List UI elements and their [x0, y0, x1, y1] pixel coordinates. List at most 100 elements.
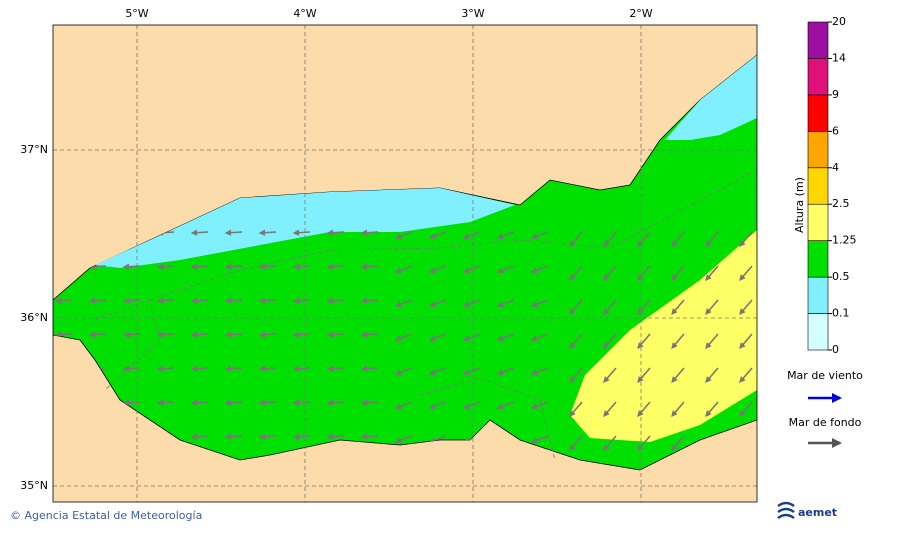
- lon-label: 4°W: [293, 7, 316, 20]
- coord-labels: 5°W 4°W 3°W 2°W 37°N 36°N 35°N: [20, 7, 653, 492]
- swell-arrow: [569, 265, 583, 281]
- colorbar-band: [807, 58, 829, 96]
- swell-arrow: [705, 333, 719, 349]
- swell-arrow: [258, 433, 277, 440]
- legend-label: Mar de fondo: [789, 416, 862, 429]
- graticule: [53, 25, 757, 502]
- swell-arrow: [292, 433, 311, 440]
- lon-label: 3°W: [461, 7, 484, 20]
- swell-arrow: [428, 401, 447, 410]
- swell-arrow: [671, 401, 685, 417]
- swell-arrow: [122, 297, 141, 304]
- swell-arrow: [530, 231, 549, 240]
- swell-arrow: [360, 331, 379, 338]
- swell-arrow: [54, 331, 73, 338]
- swell-arrow: [326, 331, 345, 338]
- swell-arrow: [462, 299, 481, 308]
- logo: aemet: [777, 501, 837, 520]
- colorbar-band: [807, 94, 829, 132]
- swell-arrow: [603, 401, 617, 417]
- colorbar-band: [807, 203, 829, 241]
- swell-arrow: [637, 435, 651, 451]
- swell-arrow: [671, 231, 685, 247]
- swell-arrow: [258, 365, 277, 372]
- swell-arrow: [122, 331, 141, 338]
- swell-arrow: [122, 399, 141, 406]
- swell-arrow: [637, 333, 651, 349]
- swell-arrow: [739, 367, 753, 383]
- swell-arrow: [496, 299, 515, 308]
- swell-arrow: [156, 365, 175, 372]
- swell-arrow: [637, 265, 651, 281]
- swell-arrow: [360, 297, 379, 304]
- swell-arrow: [462, 401, 481, 410]
- swell-arrow: [292, 331, 311, 338]
- map-frame: [52, 24, 758, 503]
- swell-arrow: [705, 401, 719, 417]
- swell-arrow: [569, 367, 583, 383]
- swell-arrow: [190, 331, 209, 338]
- colorbar-label: 9: [832, 88, 839, 101]
- swell-arrow: [394, 299, 413, 308]
- swell-arrow: [224, 297, 243, 304]
- swell-arrow: [603, 333, 617, 349]
- swell-arrow: [224, 433, 243, 440]
- swell-arrow: [258, 399, 277, 406]
- map: [53, 25, 757, 502]
- swell-arrow: [394, 333, 413, 342]
- sea-cyan: [665, 55, 757, 140]
- swell-arrow: [326, 263, 345, 270]
- swell-arrow: [496, 367, 515, 376]
- lat-label: 35°N: [20, 479, 48, 492]
- swell-arrow: [530, 265, 549, 274]
- swell-arrow: [326, 399, 345, 406]
- colorbar-label: 2.5: [832, 197, 850, 210]
- swell-arrow: [671, 435, 685, 451]
- swell-arrow: [671, 265, 685, 281]
- colorbar-label: 0.1: [832, 307, 850, 320]
- colorbar-label: 4: [832, 161, 839, 174]
- swell-arrow: [190, 263, 209, 270]
- swell-arrow: [326, 297, 345, 304]
- swell-arrow: [190, 297, 209, 304]
- colorbar-band: [807, 131, 829, 169]
- colorbar-band: [807, 167, 829, 205]
- logo-icon: [777, 501, 795, 520]
- swell-arrow: [530, 299, 549, 308]
- lon-label: 2°W: [629, 7, 652, 20]
- swell-arrow: [496, 265, 515, 274]
- colorbar-label: 14: [832, 51, 846, 64]
- swell-arrow: [326, 365, 345, 372]
- swell-arrow: [428, 299, 447, 308]
- swell-arrow: [603, 367, 617, 383]
- swell-arrow: [326, 433, 345, 440]
- swell-arrow: [739, 265, 753, 281]
- swell-arrow: [258, 263, 277, 270]
- swell-arrow: [394, 401, 413, 410]
- swell-arrow: [122, 263, 141, 270]
- lat-label: 37°N: [20, 143, 48, 156]
- colorbar-label: 1.25: [832, 234, 857, 247]
- swell-arrow: [603, 299, 617, 315]
- swell-arrow: [671, 367, 685, 383]
- colorbar-band: [807, 276, 829, 314]
- swell-arrow: [739, 401, 753, 417]
- swell-arrow: [224, 229, 243, 236]
- legend-label: Mar de viento: [787, 369, 863, 382]
- swell-arrow: [360, 399, 379, 406]
- swell-arrow: [569, 333, 583, 349]
- colorbar-label: 0: [832, 343, 839, 356]
- swell-arrow: [360, 365, 379, 372]
- colorbar-title: Altura (m): [793, 177, 806, 233]
- swell-arrow: [326, 229, 345, 236]
- swell-arrow: [88, 331, 107, 338]
- swell-arrow: [292, 399, 311, 406]
- swell-arrow: [530, 401, 549, 410]
- swell-arrow: [190, 229, 209, 236]
- swell-arrow: [739, 299, 753, 315]
- swell-arrow: [705, 265, 719, 281]
- swell-arrow: [428, 265, 447, 274]
- swell-arrow: [496, 231, 515, 240]
- swell-arrow: [156, 263, 175, 270]
